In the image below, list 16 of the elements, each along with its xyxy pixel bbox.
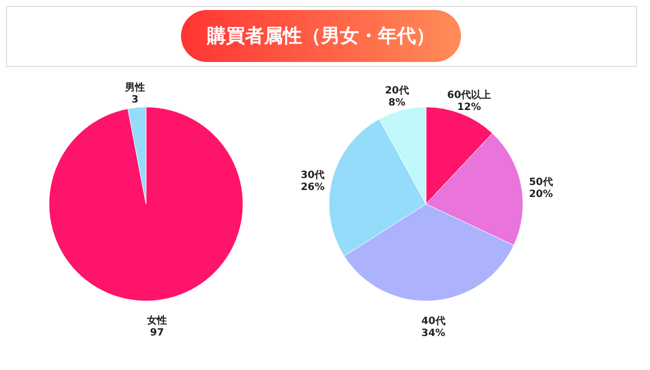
slice-label: 30代 <box>300 168 325 181</box>
text: 購買者属性（男女・年代） <box>206 25 435 47</box>
data-label: 26% <box>300 182 325 193</box>
slice-label: 女性 <box>146 314 168 326</box>
data-label: 8% <box>388 98 406 109</box>
data-label: 3 <box>132 94 139 106</box>
slice-label: 20代 <box>384 84 409 97</box>
data-label: 97 <box>150 327 164 338</box>
data-label: 12% <box>457 102 482 114</box>
slice-label: 50代 <box>528 176 553 188</box>
slice-label: 男性 <box>124 82 145 94</box>
data-label: 20% <box>528 189 553 200</box>
pie-slice <box>48 106 244 302</box>
data-label: 34% <box>421 328 446 339</box>
slice-label: 40代 <box>421 314 446 327</box>
slice-label: 60代以上 <box>447 89 492 102</box>
